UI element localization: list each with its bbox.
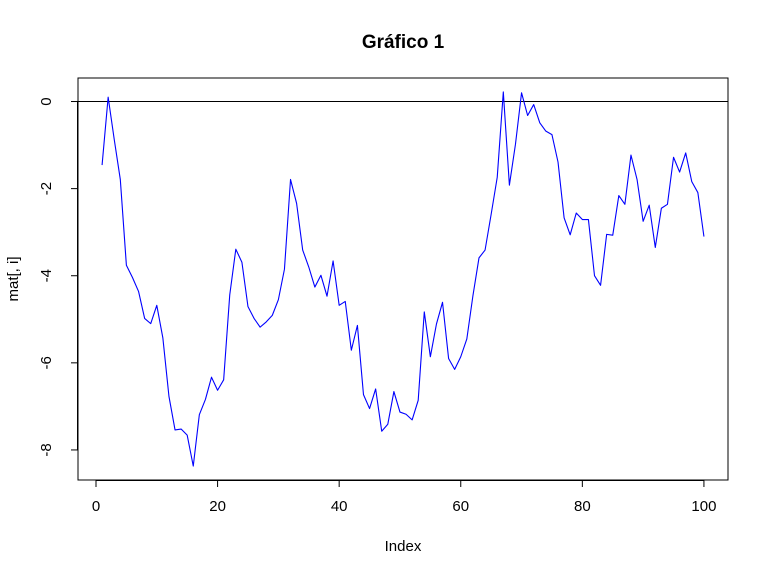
y-axis: 0 -2 -4 -6 -8: [38, 97, 78, 457]
series-line: [101, 91, 705, 467]
chart-title: Gráfico 1: [362, 32, 445, 53]
y-tick-label: -4: [38, 269, 55, 282]
x-axis: 0 20 40 60 80 100: [92, 480, 716, 515]
x-tick-label: 40: [331, 498, 348, 515]
plot-frame: [77, 77, 729, 481]
series-group: [101, 91, 705, 467]
y-tick-label: 0: [38, 97, 55, 105]
x-tick-label: 100: [691, 498, 716, 515]
y-tick-label: -6: [38, 356, 55, 369]
y-tick-label: -8: [38, 443, 55, 456]
x-tick-label: 20: [209, 498, 226, 515]
y-tick-label: -2: [38, 182, 55, 195]
x-tick-label: 60: [452, 498, 469, 515]
x-tick-label: 0: [92, 498, 100, 515]
x-tick-label: 80: [574, 498, 591, 515]
x-axis-label: Index: [385, 538, 422, 555]
y-axis-label: mat[, i]: [5, 256, 22, 301]
